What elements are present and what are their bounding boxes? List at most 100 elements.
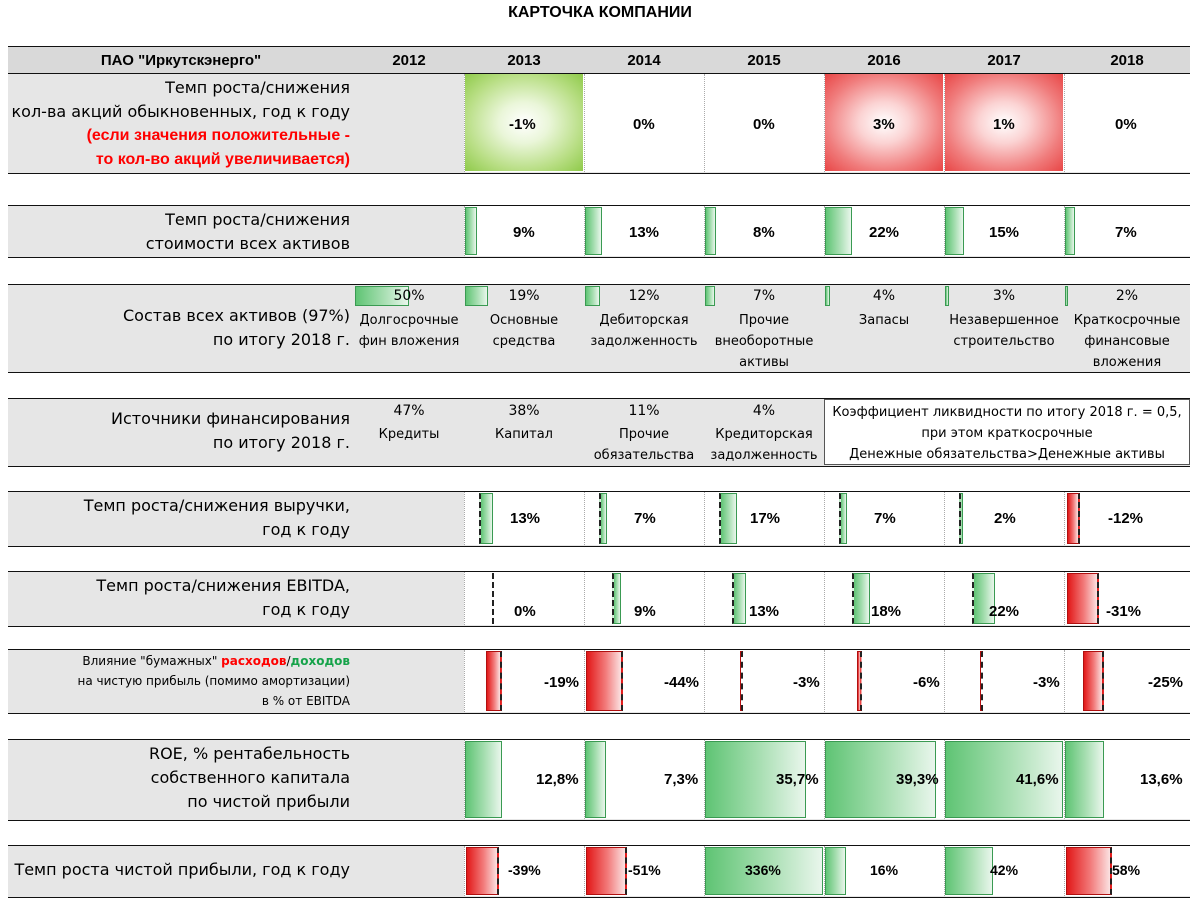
revenue-value-2014: 7% [634,510,656,527]
assets-share-bar-4 [705,286,715,306]
shares-value-2013: -1% [509,116,536,133]
assets-share-pct-6: 3% [992,288,1016,304]
paper-value-2013: -19% [544,674,580,691]
shares-label-2: кол-ва акций обыкновенных, год к году [11,102,350,121]
shares-cell-2018 [1064,74,1190,172]
paper-cell-2016 [824,650,944,712]
paper-cell-2015 [704,650,824,712]
ebitda-value-2016: 18% [871,603,902,620]
funding-pct-3: 11% [628,403,660,419]
paper-bar-2017 [980,651,983,711]
assets-share-bar-5 [825,286,830,306]
assets-name-6b: строительство [953,334,1055,349]
assets-structure-label-1: Состав всех активов (97%) [123,306,350,325]
shares-value-2015: 0% [753,116,775,133]
roe-label: ROE, % рентабельность собственного капит… [10,742,350,814]
revenue-bar-2017 [959,493,963,544]
revenue-cell-2017 [944,492,1064,545]
year-2014: 2014 [627,51,661,69]
funding-label-1: Источники финансирования [111,409,350,428]
assets-growth-cell-2013 [464,206,584,256]
year-2012: 2012 [392,51,426,69]
year-2018: 2018 [1110,51,1144,69]
year-2013: 2013 [507,51,541,69]
shares-note-2: то кол-во акций увеличивается) [95,151,350,168]
assets-share-name-2: Основные средства [464,310,584,352]
assets-structure-label: Состав всех активов (97%) по итогу 2018 … [10,304,350,352]
roe-bar-2017 [945,741,1063,818]
assets-growth-bar-2015 [705,207,716,255]
revenue-value-2013: 13% [510,510,541,527]
shares-highlight-2013 [465,74,583,171]
shares-value-2016: 3% [873,116,895,133]
net-profit-value-2018: 58% [1112,862,1141,878]
roe-label-1: ROE, % рентабельность [148,744,350,763]
ebitda-value-2014: 9% [634,603,656,620]
net-profit-bar-2018 [1066,847,1112,895]
assets-name-7c: вложения [1092,355,1162,370]
assets-growth-value-2017: 15% [989,224,1020,241]
ebitda-value-2013: 0% [514,603,536,620]
assets-share-pct-3: 12% [628,288,660,304]
paper-bar-2015 [740,651,743,711]
assets-growth-bar-2014 [585,207,602,255]
paper-label-slash: / [286,654,291,668]
assets-growth-cell-2014 [584,206,704,256]
net-profit-bar-2013 [466,847,499,895]
net-profit-label: Темп роста чистой прибыли, год к году [14,860,350,879]
assets-name-3a: Дебиторская [599,313,689,328]
funding-label-2: по итогу 2018 г. [212,433,350,452]
revenue-bar-2016 [839,493,847,544]
roe-label-3: по чистой прибыли [187,792,350,811]
funding-pct-1: 47% [393,403,425,419]
net-profit-bar-2017 [945,847,993,895]
roe-bar-2016 [825,741,936,818]
roe-bar-2014 [585,741,606,818]
ebitda-cell-2016 [824,572,944,625]
paper-value-2018: -25% [1148,674,1184,691]
ebitda-axis-2013 [492,573,494,624]
paper-cell-2013 [464,650,584,712]
ebitda-bar-2018 [1067,573,1099,624]
assets-name-6a: Незавершенное [949,313,1059,328]
revenue-value-2015: 17% [750,510,781,527]
assets-name-2b: средства [492,334,556,349]
roe-label-2: собственного капитала [150,768,350,787]
assets-share-bar-3 [585,286,600,306]
ebitda-cell-2015 [704,572,824,625]
assets-share-name-4: Прочие внеоборотные активы [704,310,824,373]
ebitda-value-2018: -31% [1106,603,1142,620]
net-profit-value-2017: 42% [990,862,1019,878]
paper-label-3: в % от EBITDA [261,694,350,708]
funding-pct-2: 38% [508,403,540,419]
revenue-bar-2015 [719,493,737,544]
shares-note-1: (если значения положительные - [86,127,350,144]
roe-value-2017: 41,6% [1016,771,1059,788]
roe-value-2016: 39,3% [896,771,939,788]
roe-bar-2013 [465,741,502,818]
paper-bar-2013 [486,651,502,711]
assets-share-bar-2 [465,286,488,306]
paper-bar-2018 [1083,651,1104,711]
assets-share-name-6: Незавершенное строительство [944,310,1064,352]
ebitda-bar-2014 [612,573,621,624]
assets-growth-value-2018: 7% [1115,224,1137,241]
assets-growth-cell-2018 [1064,206,1190,256]
funding-name-4: Кредиторская задолженность [704,424,824,466]
assets-growth-label: Темп роста/снижения стоимости всех актив… [10,208,350,256]
ebitda-value-2017: 22% [989,603,1020,620]
revenue-label: Темп роста/снижения выручки, год к году [10,494,350,542]
revenue-label-1: Темп роста/снижения выручки, [83,496,350,515]
funding-name-4a: Кредиторская [715,427,813,442]
assets-name-7b: финансовые [1084,334,1170,349]
assets-structure-label-2: по итогу 2018 г. [212,330,350,349]
paper-value-2016: -6% [913,674,940,691]
assets-name-1a: Долгосрочные [359,313,459,328]
assets-growth-value-2013: 9% [513,224,535,241]
assets-growth-label-1: Темп роста/снижения [165,210,350,229]
year-2017: 2017 [987,51,1021,69]
header-row [8,46,1190,74]
funding-name-2: Капитал [464,424,584,445]
assets-share-bar-7 [1065,286,1068,306]
year-2016: 2016 [867,51,901,69]
